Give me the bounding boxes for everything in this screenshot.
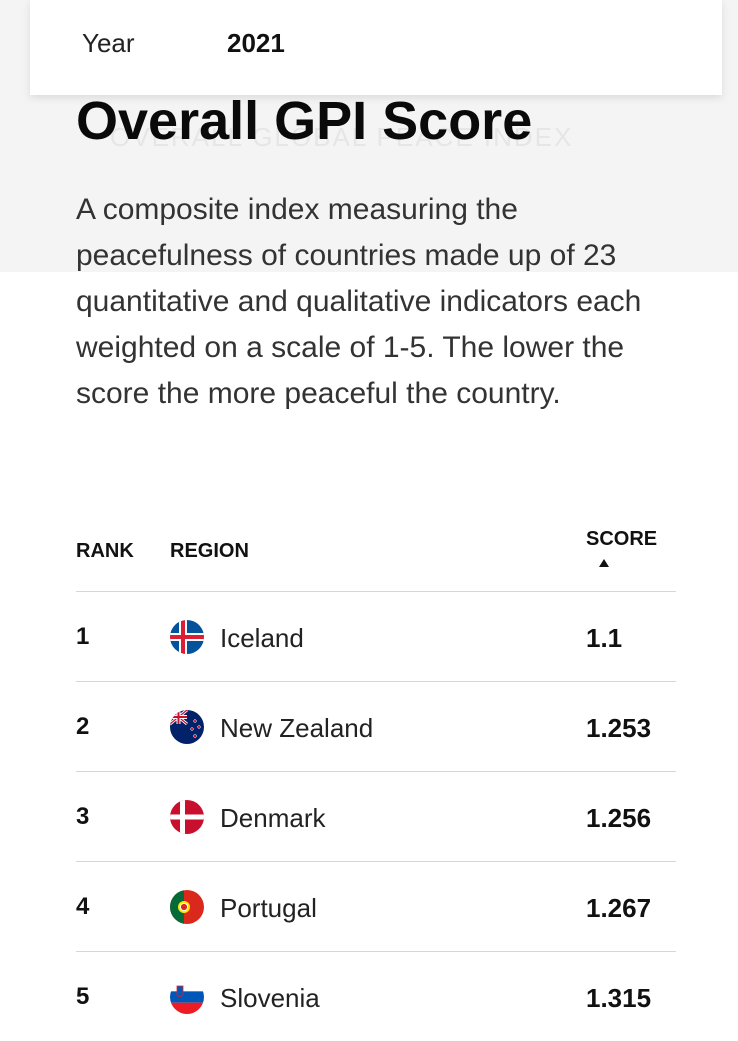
table-row[interactable]: 1 Iceland 1.1 bbox=[76, 592, 676, 682]
region-cell[interactable]: Portugal bbox=[220, 893, 317, 923]
ranking-table: RANK REGION SCORE 1 Iceland 1.1 2 bbox=[76, 520, 676, 1041]
sort-ascending-arrow-icon[interactable] bbox=[599, 559, 609, 567]
iceland-flag-icon bbox=[170, 620, 204, 654]
year-selector[interactable]: 2021 bbox=[227, 28, 285, 58]
page-title: Overall GPI Score bbox=[76, 91, 533, 151]
score-cell: 1.267 bbox=[586, 893, 652, 923]
table-row[interactable]: 2 New Zealand 1.253 bbox=[76, 682, 676, 772]
rank-cell: 4 bbox=[76, 893, 90, 920]
score-cell: 1.256 bbox=[586, 803, 652, 833]
region-cell[interactable]: Slovenia bbox=[220, 983, 320, 1013]
rank-cell: 5 bbox=[76, 983, 90, 1010]
region-column-header: REGION bbox=[170, 540, 249, 562]
table-row[interactable]: 3 Denmark 1.256 bbox=[76, 772, 676, 862]
portugal-flag-icon bbox=[170, 890, 204, 924]
region-cell[interactable]: New Zealand bbox=[220, 713, 374, 743]
score-cell: 1.1 bbox=[586, 623, 623, 653]
region-cell[interactable]: Iceland bbox=[220, 623, 304, 653]
denmark-flag-icon bbox=[170, 800, 204, 834]
table-header: RANK REGION SCORE bbox=[76, 520, 676, 592]
score-cell: 1.315 bbox=[586, 983, 652, 1013]
new-zealand-flag-icon bbox=[170, 710, 204, 744]
region-cell[interactable]: Denmark bbox=[220, 803, 326, 833]
background-heading-text: OVERALL GLOBAL PEACE INDEX bbox=[110, 122, 574, 152]
rank-cell: 1 bbox=[76, 623, 90, 650]
slovenia-flag-icon bbox=[170, 980, 204, 1014]
score-column-label: SCORE bbox=[586, 528, 658, 550]
table-row[interactable]: 4 Portugal 1.267 bbox=[76, 862, 676, 952]
year-filter-bar[interactable]: Year 2021 bbox=[30, 0, 722, 95]
table-row[interactable]: 5 Slovenia 1.315 bbox=[76, 952, 676, 1041]
rank-cell: 2 bbox=[76, 713, 90, 740]
score-cell: 1.253 bbox=[586, 713, 652, 743]
rank-cell: 3 bbox=[76, 803, 90, 830]
rank-column-header: RANK bbox=[76, 540, 134, 562]
page-description: A composite index measuring the peaceful… bbox=[76, 193, 642, 410]
year-label: Year bbox=[82, 28, 135, 58]
score-column-header[interactable]: SCORE bbox=[586, 528, 670, 567]
